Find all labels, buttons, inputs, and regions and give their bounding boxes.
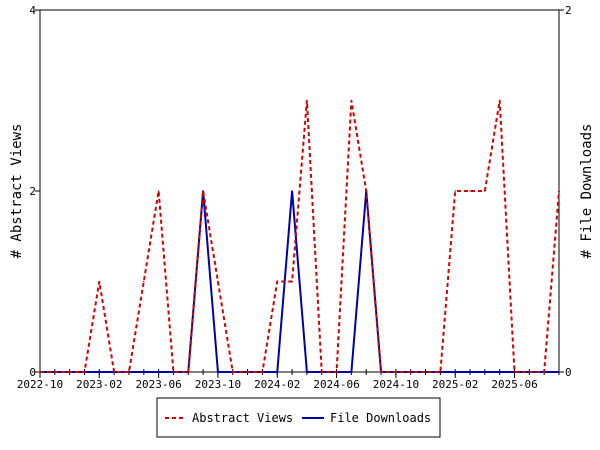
series-layer [39,99,560,373]
data-point [380,371,382,373]
data-point [128,371,130,373]
data-point [276,371,279,373]
right-axis-title: # File Downloads [579,124,595,259]
data-point [320,371,323,373]
legend-label-abstract-views: Abstract Views [192,411,293,425]
data-point [498,371,501,373]
x-tick-label: 2024-06 [313,378,359,391]
legend: Abstract Views File Downloads [156,397,441,438]
data-point [454,190,457,192]
y-right-tick-label: 0 [565,366,572,379]
x-tick-label: 2024-02 [254,378,300,391]
data-point [454,371,457,373]
y-left-tick-label: 4 [29,4,36,17]
data-point [172,371,175,373]
x-tick-label: 2023-10 [195,378,241,391]
data-point [291,280,293,283]
data-point [424,371,427,373]
x-tick-label: 2025-02 [432,378,478,391]
data-point [469,190,471,192]
x-tick-label: 2023-02 [76,378,122,391]
data-point [513,371,516,373]
data-point [261,371,264,373]
data-point [543,371,545,373]
data-point [157,371,160,373]
x-tick-label: 2024-10 [373,378,419,391]
legend-box [156,397,441,438]
data-point [231,371,234,373]
series-line-abstract-views [40,100,560,373]
data-point [528,371,531,373]
data-point [246,371,249,373]
data-point [113,371,115,373]
data-point [68,371,71,373]
data-point [217,371,219,373]
x-tick-label: 2022-10 [17,378,63,391]
data-point [291,190,293,192]
data-point [558,371,560,373]
data-point [395,371,397,373]
data-point [365,190,368,192]
data-point [83,371,86,373]
legend-label-file-downloads: File Downloads [330,411,431,425]
data-point [143,371,145,373]
data-point [276,280,279,283]
data-point [350,371,353,373]
x-tick-label: 2023-06 [135,378,181,391]
data-point [484,190,486,192]
data-point [217,280,219,283]
data-point [484,371,486,373]
data-point [157,190,160,192]
data-point [350,99,353,102]
data-point [558,190,560,192]
data-point [39,371,41,373]
data-point [335,371,338,373]
data-point [439,371,442,373]
y-left-tick-label: 2 [29,185,36,198]
data-point [306,371,308,373]
y-left-tick-label: 0 [29,366,36,379]
data-point [202,190,204,192]
data-point [98,280,101,283]
data-point [143,280,145,283]
data-point [498,99,501,102]
data-point [306,99,308,102]
y-right-tick-label: 2 [565,4,572,17]
data-point [469,371,471,373]
data-point [409,371,412,373]
data-point [98,371,101,373]
left-axis-title: # Abstract Views [9,124,25,259]
x-tick-label: 2025-06 [491,378,537,391]
data-point [54,371,56,373]
data-point [187,371,190,373]
